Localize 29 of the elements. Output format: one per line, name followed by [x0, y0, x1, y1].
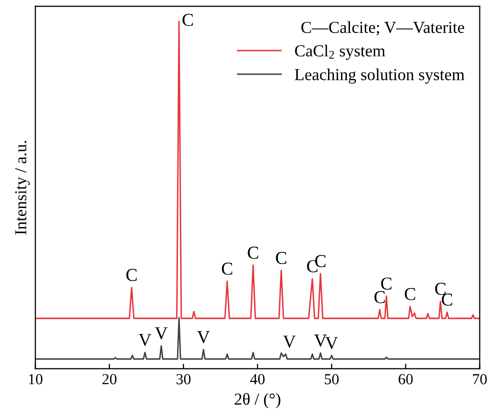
- annotation: C: [442, 294, 452, 306]
- annotation: C: [248, 246, 258, 259]
- legend-title: C—Calcite; V—Vaterite: [301, 21, 464, 36]
- x-tick-label: 70: [473, 374, 487, 384]
- annotation: C: [435, 282, 446, 295]
- legend-label: CaCl$_{2}$ system: [295, 44, 386, 60]
- x-tick-label: 60: [398, 374, 413, 384]
- x-tick-label: 50: [324, 374, 339, 384]
- annotation: V: [325, 337, 338, 350]
- annotation: V: [314, 334, 327, 347]
- annotation: C: [222, 262, 232, 275]
- annotation: C: [315, 254, 326, 268]
- annotation: C: [126, 268, 137, 282]
- annotation: C: [182, 14, 193, 26]
- x-tick-label: 10: [29, 374, 42, 384]
- x-tick-label: 40: [250, 374, 265, 384]
- annotation: V: [197, 331, 210, 344]
- annotation: V: [283, 336, 296, 348]
- x-tick-label: 20: [102, 374, 116, 384]
- annotation: C: [404, 288, 416, 300]
- x-axis-title: 2θ / (°): [234, 392, 280, 408]
- annotation: V: [154, 327, 168, 340]
- annotation: C: [276, 252, 286, 264]
- annotation: V: [138, 334, 152, 346]
- x-tick-label: 30: [176, 374, 191, 384]
- annotation: C: [381, 278, 392, 290]
- y-axis-title: Intensity / a.u.: [15, 140, 30, 235]
- legend-label: Leaching solution system: [294, 68, 464, 84]
- annotation: C: [374, 291, 385, 304]
